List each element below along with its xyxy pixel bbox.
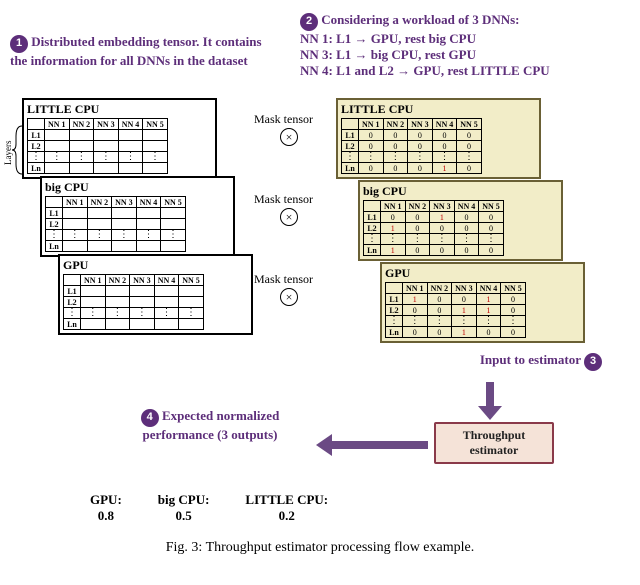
multiply-icon-1: × [280, 128, 298, 146]
embedding-little-title: LITTLE CPU [27, 102, 212, 117]
mask-gpu-table: NN 1NN 2NN 3NN 4NN 5 L110010 L200110 ⋮⋮⋮… [385, 282, 526, 338]
layers-label: Layers [3, 141, 13, 166]
expected-performance: 4 Expected normalized performance (3 out… [110, 408, 310, 442]
arrow-left-icon [316, 434, 428, 456]
throughput-estimator-label: Throughput estimator [463, 428, 525, 457]
embedding-little-table: NN 1NN 2NN 3NN 4NN 5 L1 L2 ⋮⋮⋮⋮⋮⋮ Ln [27, 118, 168, 174]
layers-brace-icon [12, 124, 24, 176]
throughput-estimator: Throughput estimator [434, 422, 554, 464]
mask-little: LITTLE CPU NN 1NN 2NN 3NN 4NN 5 L100000 … [336, 98, 541, 179]
mask-big-title: big CPU [363, 184, 558, 199]
embedding-big-title: big CPU [45, 180, 230, 195]
intro-right-l3: NN 4: L1 and L2 → GPU, rest LITTLE CPU [300, 63, 630, 79]
badge-4: 4 [141, 409, 159, 427]
arrow-down-icon [478, 382, 502, 420]
intro-right-title: Considering a workload of 3 DNNs: [321, 12, 519, 27]
mask-little-title: LITTLE CPU [341, 102, 536, 117]
expected-performance-text: Expected normalized performance (3 outpu… [142, 408, 279, 442]
output-little: LITTLE CPU:0.2 [245, 492, 328, 523]
embedding-gpu-title: GPU [63, 258, 248, 273]
embedding-gpu: GPU NN 1NN 2NN 3NN 4NN 5 L1 L2 ⋮⋮⋮⋮⋮⋮ Ln [58, 254, 253, 335]
embedding-big-table: NN 1NN 2NN 3NN 4NN 5 L1 L2 ⋮⋮⋮⋮⋮⋮ Ln [45, 196, 186, 252]
mask-label-3: Mask tensor [254, 272, 313, 287]
embedding-little: LITTLE CPU NN 1NN 2NN 3NN 4NN 5 L1 L2 ⋮⋮… [22, 98, 217, 179]
intro-right: 2 Considering a workload of 3 DNNs: NN 1… [300, 12, 630, 80]
intro-left-text: Distributed embedding tensor. It contain… [10, 34, 262, 68]
output-big: big CPU:0.5 [158, 492, 210, 523]
outputs-row: GPU:0.8 big CPU:0.5 LITTLE CPU:0.2 [90, 492, 328, 523]
badge-3: 3 [584, 353, 602, 371]
mask-gpu: GPU NN 1NN 2NN 3NN 4NN 5 L110010 L200110… [380, 262, 585, 343]
mask-big-table: NN 1NN 2NN 3NN 4NN 5 L100100 L210000 ⋮⋮⋮… [363, 200, 504, 256]
figure-caption: Fig. 3: Throughput estimator processing … [0, 540, 640, 556]
embedding-gpu-table: NN 1NN 2NN 3NN 4NN 5 L1 L2 ⋮⋮⋮⋮⋮⋮ Ln [63, 274, 204, 330]
multiply-icon-2: × [280, 208, 298, 226]
input-to-estimator-text: Input to estimator [480, 352, 581, 367]
mask-label-2: Mask tensor [254, 192, 313, 207]
intro-left: 1 Distributed embedding tensor. It conta… [10, 34, 268, 69]
badge-1: 1 [10, 35, 28, 53]
mask-little-table: NN 1NN 2NN 3NN 4NN 5 L100000 L200000 ⋮⋮⋮… [341, 118, 482, 174]
mask-big: big CPU NN 1NN 2NN 3NN 4NN 5 L100100 L21… [358, 180, 563, 261]
multiply-icon-3: × [280, 288, 298, 306]
intro-right-l1: NN 1: L1 → GPU, rest big CPU [300, 31, 630, 47]
input-to-estimator: Input to estimator 3 [462, 352, 602, 371]
embedding-big: big CPU NN 1NN 2NN 3NN 4NN 5 L1 L2 ⋮⋮⋮⋮⋮… [40, 176, 235, 257]
mask-label-1: Mask tensor [254, 112, 313, 127]
output-gpu: GPU:0.8 [90, 492, 122, 523]
mask-gpu-title: GPU [385, 266, 580, 281]
badge-2: 2 [300, 13, 318, 31]
intro-right-l2: NN 3: L1 → big CPU, rest GPU [300, 47, 630, 63]
